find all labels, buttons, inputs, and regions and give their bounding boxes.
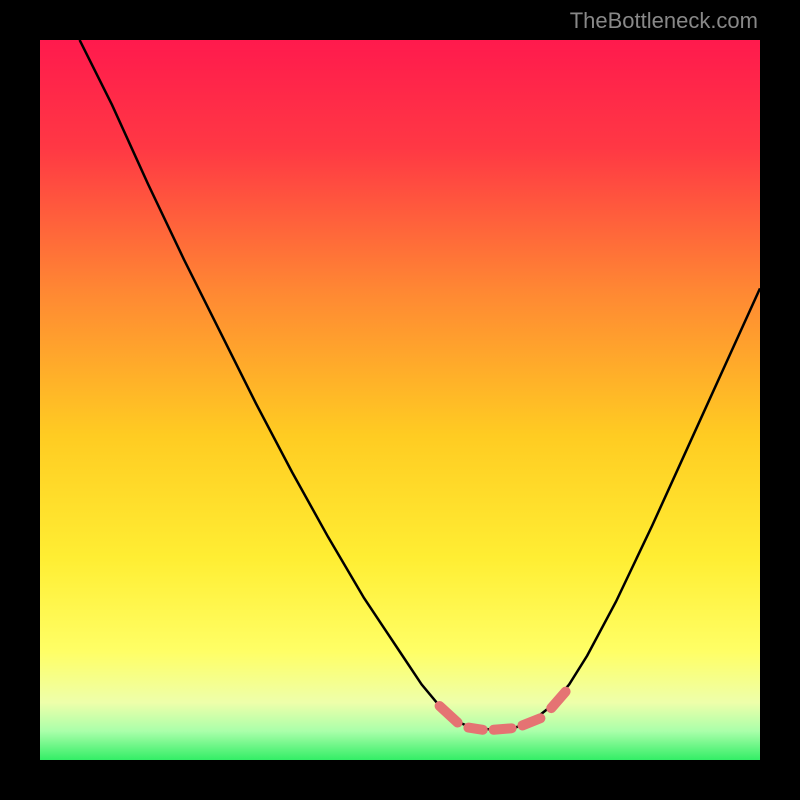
watermark: TheBottleneck.com — [570, 8, 758, 34]
curve-line — [80, 40, 760, 730]
bottleneck-curve — [40, 40, 760, 760]
chart-plot-area — [40, 40, 760, 760]
